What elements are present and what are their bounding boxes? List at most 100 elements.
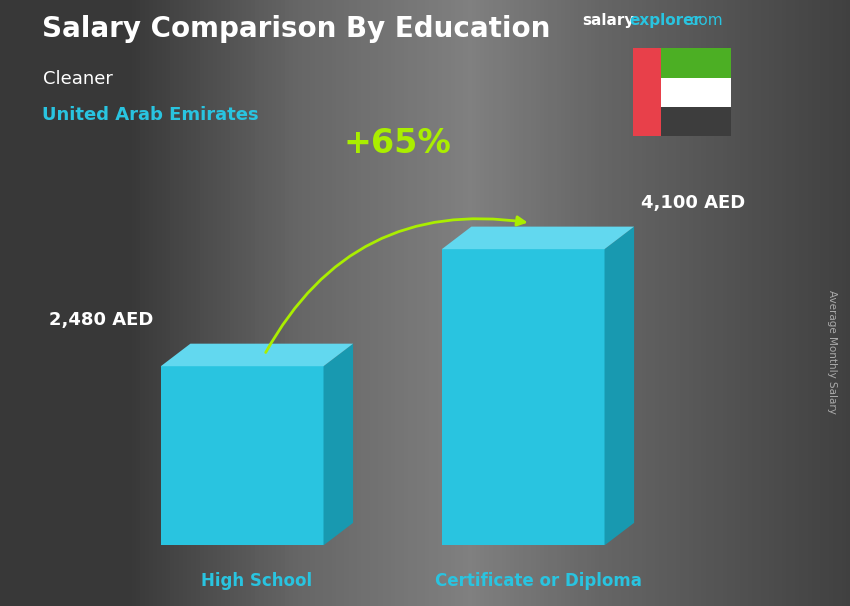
Bar (463, 0, 469, 606)
Bar (106, 0, 112, 606)
Bar (633, 48, 661, 136)
Bar (740, 0, 745, 606)
Bar (476, 0, 482, 606)
Bar (846, 0, 850, 606)
Bar (676, 0, 682, 606)
Bar (633, 0, 639, 606)
Bar (731, 0, 737, 606)
Bar (21, 0, 27, 606)
Bar (446, 0, 452, 606)
Bar (842, 0, 847, 606)
Bar (208, 0, 214, 606)
Bar (778, 0, 784, 606)
Text: .com: .com (685, 13, 722, 28)
Bar (688, 0, 694, 606)
Bar (633, 107, 731, 136)
Bar (769, 0, 775, 606)
Bar (183, 0, 189, 606)
Bar (191, 0, 197, 606)
Bar (361, 0, 367, 606)
Bar (642, 0, 648, 606)
Bar (327, 0, 333, 606)
Polygon shape (161, 366, 324, 545)
Bar (178, 0, 184, 606)
Bar (81, 0, 87, 606)
Bar (98, 0, 104, 606)
Bar (625, 0, 631, 606)
Bar (604, 0, 609, 606)
Bar (633, 78, 731, 107)
Bar (332, 0, 337, 606)
Bar (629, 0, 635, 606)
Bar (246, 0, 252, 606)
Bar (803, 0, 809, 606)
Bar (47, 0, 53, 606)
Bar (378, 0, 384, 606)
Bar (506, 0, 512, 606)
Bar (646, 0, 652, 606)
Bar (774, 0, 779, 606)
Bar (633, 48, 731, 78)
Bar (540, 0, 546, 606)
Bar (816, 0, 822, 606)
Bar (272, 0, 278, 606)
Bar (782, 0, 788, 606)
Bar (132, 0, 138, 606)
Bar (518, 0, 524, 606)
Bar (357, 0, 363, 606)
Bar (701, 0, 707, 606)
Bar (230, 0, 235, 606)
Bar (344, 0, 350, 606)
Bar (616, 0, 622, 606)
Bar (123, 0, 129, 606)
Bar (412, 0, 418, 606)
Bar (115, 0, 121, 606)
Bar (527, 0, 533, 606)
Bar (790, 0, 796, 606)
Bar (76, 0, 82, 606)
Bar (761, 0, 767, 606)
Bar (293, 0, 299, 606)
Bar (434, 0, 439, 606)
Bar (221, 0, 227, 606)
Bar (310, 0, 316, 606)
Bar (748, 0, 754, 606)
Bar (531, 0, 537, 606)
Bar (353, 0, 359, 606)
Bar (136, 0, 142, 606)
Bar (824, 0, 830, 606)
Bar (102, 0, 108, 606)
Bar (13, 0, 19, 606)
Bar (225, 0, 231, 606)
Bar (268, 0, 274, 606)
Bar (455, 0, 461, 606)
Bar (8, 0, 14, 606)
Bar (153, 0, 159, 606)
Bar (72, 0, 78, 606)
Bar (565, 0, 571, 606)
Bar (654, 0, 660, 606)
Bar (484, 0, 490, 606)
Bar (119, 0, 125, 606)
Bar (523, 0, 529, 606)
Text: Average Monthly Salary: Average Monthly Salary (827, 290, 837, 413)
Text: High School: High School (201, 571, 313, 590)
Bar (672, 0, 677, 606)
Bar (276, 0, 282, 606)
Text: salary: salary (582, 13, 635, 28)
Text: United Arab Emirates: United Arab Emirates (42, 106, 259, 124)
Bar (255, 0, 261, 606)
Bar (280, 0, 286, 606)
Bar (60, 0, 65, 606)
Bar (149, 0, 155, 606)
Bar (561, 0, 567, 606)
Bar (450, 0, 456, 606)
Bar (34, 0, 40, 606)
Bar (128, 0, 133, 606)
Bar (395, 0, 401, 606)
Bar (336, 0, 342, 606)
Bar (612, 0, 618, 606)
Bar (459, 0, 465, 606)
Bar (285, 0, 291, 606)
Bar (795, 0, 801, 606)
